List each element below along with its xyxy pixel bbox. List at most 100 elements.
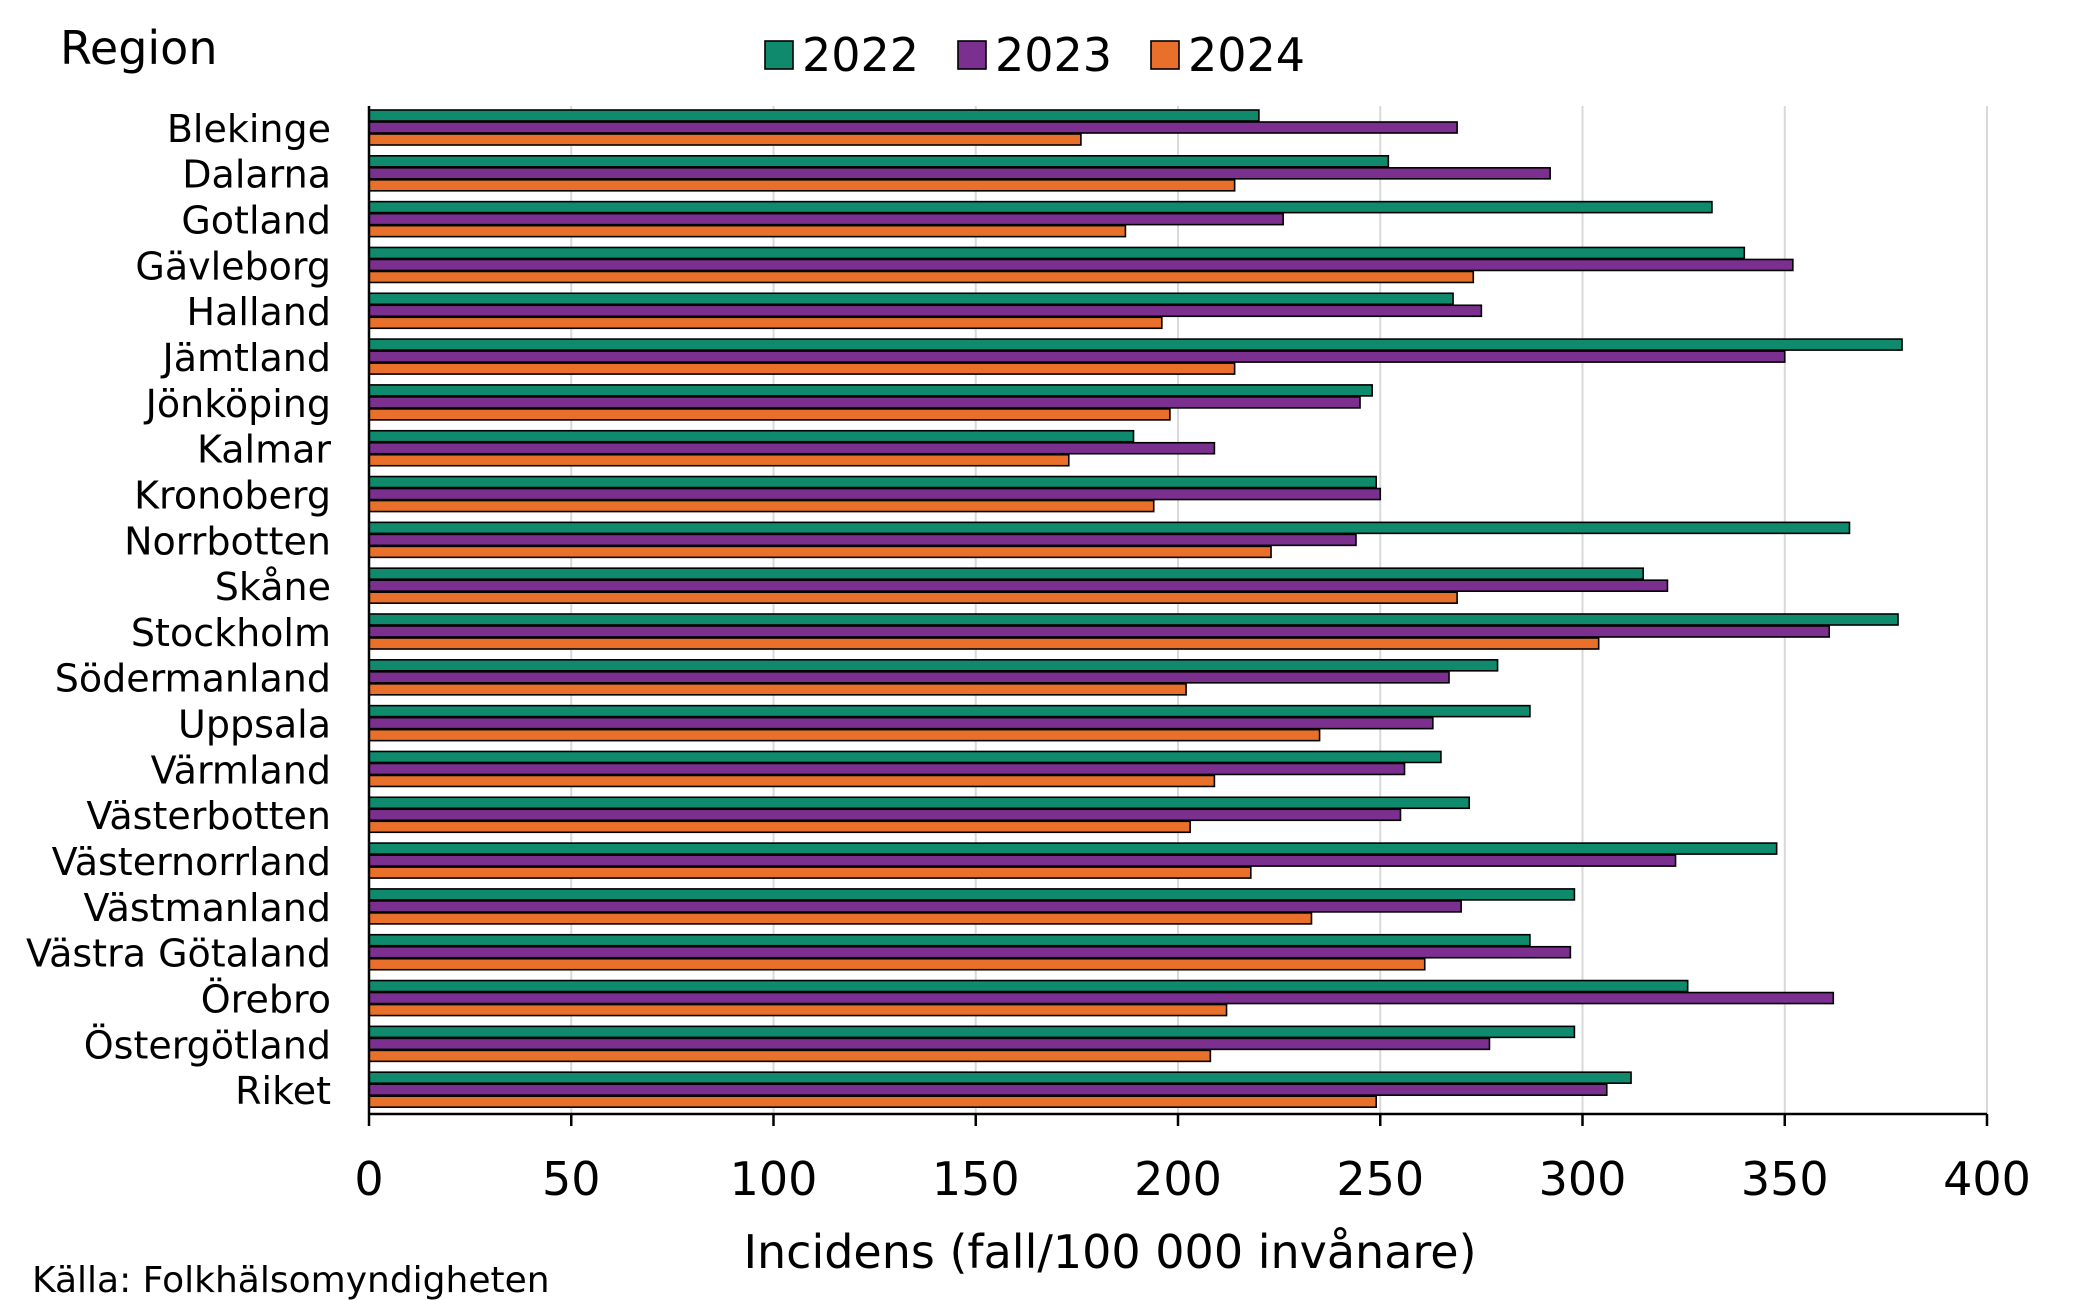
category-label: Uppsala: [178, 703, 331, 747]
bar-2024-2: [368, 224, 1127, 238]
bar-2023-16: [368, 854, 1677, 867]
bar-2022-12: [368, 659, 1499, 672]
legend-swatch-2024: [1150, 40, 1180, 70]
category-label: Riket: [235, 1069, 331, 1113]
bar-2023-21: [368, 1083, 1608, 1096]
category-label: Blekinge: [167, 107, 331, 151]
legend-swatch-2023: [957, 40, 987, 70]
category-label: Västernorrland: [52, 840, 331, 884]
bar-2023-20: [368, 1037, 1491, 1051]
bar-2022-15: [368, 796, 1471, 810]
bar-2024-5: [368, 362, 1236, 375]
bar-2024-17: [368, 912, 1313, 925]
axes: [367, 106, 1989, 1126]
bar-2023-2: [368, 212, 1284, 226]
bar-2023-0: [368, 121, 1458, 134]
category-label: Västerbotten: [86, 794, 331, 838]
category-label: Halland: [187, 290, 331, 334]
bar-2024-15: [368, 820, 1191, 834]
x-tick-label: 150: [932, 1152, 1020, 1206]
category-label: Kalmar: [197, 428, 331, 472]
x-tick-label: 100: [730, 1152, 818, 1206]
bar-2024-11: [368, 637, 1600, 650]
bar-2022-4: [368, 292, 1454, 306]
legend-label-2022: 2022: [802, 28, 919, 82]
bar-2024-4: [368, 316, 1163, 330]
x-tick-labels: 0 50 100 150 200 250 300 350 400: [354, 1152, 2031, 1206]
category-label: Dalarna: [182, 153, 331, 197]
bar-2022-13: [368, 704, 1531, 718]
x-axis-title: Incidens (fall/100 000 invånare): [743, 1225, 1476, 1279]
bar-2022-18: [368, 933, 1531, 947]
bar-2023-10: [368, 579, 1669, 592]
bar-2022-7: [368, 429, 1135, 443]
bar-2022-14: [368, 750, 1442, 764]
category-label: Jämtland: [161, 336, 331, 380]
bar-2024-0: [368, 133, 1082, 146]
bar-2022-11: [368, 613, 1899, 626]
bar-2022-2: [368, 200, 1713, 214]
bar-2022-17: [368, 888, 1576, 901]
bar-2023-4: [368, 304, 1483, 318]
bar-2024-13: [368, 728, 1321, 742]
bar-2022-5: [368, 338, 1903, 351]
category-axis-title: Region: [60, 21, 217, 75]
bar-2023-9: [368, 533, 1357, 547]
x-tick-label: 200: [1134, 1152, 1222, 1206]
category-label: Västmanland: [84, 886, 331, 930]
bar-2024-7: [368, 453, 1070, 467]
bar-2022-9: [368, 521, 1851, 535]
bar-2024-14: [368, 774, 1216, 788]
category-label: Gotland: [181, 199, 331, 243]
bar-2023-6: [368, 396, 1361, 409]
bar-2022-3: [368, 246, 1746, 260]
bar-2022-0: [368, 109, 1260, 122]
legend-label-2023: 2023: [995, 28, 1112, 82]
category-label: Södermanland: [55, 657, 331, 701]
legend: 2022 2023 2024: [764, 28, 1305, 82]
category-label: Örebro: [201, 977, 331, 1021]
bar-2022-6: [368, 384, 1373, 397]
x-tick-label: 300: [1539, 1152, 1627, 1206]
category-label: Östergötland: [84, 1023, 331, 1067]
bar-2023-12: [368, 671, 1450, 684]
legend-label-2024: 2024: [1188, 28, 1305, 82]
source-note: Källa: Folkhälsomyndigheten: [32, 1260, 550, 1300]
bar-2022-21: [368, 1071, 1632, 1084]
bar-2022-16: [368, 842, 1778, 855]
bar-2024-8: [368, 499, 1155, 513]
category-label: Västra Götaland: [26, 932, 331, 976]
bars: [368, 109, 1903, 1108]
category-label: Skåne: [215, 565, 331, 609]
bar-2023-17: [368, 900, 1462, 913]
bar-2022-10: [368, 567, 1644, 580]
bar-2023-13: [368, 716, 1434, 730]
bar-2023-11: [368, 625, 1831, 638]
category-label: Jönköping: [144, 382, 331, 426]
bar-2024-20: [368, 1049, 1212, 1063]
bar-2023-1: [368, 167, 1551, 180]
category-label: Stockholm: [131, 611, 331, 655]
x-tick-label: 50: [542, 1152, 601, 1206]
bar-2024-19: [368, 1003, 1228, 1017]
category-label: Kronoberg: [134, 473, 331, 517]
category-label: Värmland: [151, 748, 331, 792]
bar-2023-14: [368, 762, 1406, 776]
bar-2024-10: [368, 591, 1458, 604]
bar-2023-15: [368, 808, 1402, 822]
bar-2023-19: [368, 991, 1835, 1005]
bar-2022-19: [368, 979, 1689, 993]
x-tick-label: 350: [1741, 1152, 1829, 1206]
bar-2022-1: [368, 155, 1390, 168]
bar-2024-18: [368, 957, 1426, 971]
bar-2023-8: [368, 487, 1382, 501]
bar-2023-7: [368, 441, 1216, 455]
x-tick-label: 0: [354, 1152, 383, 1206]
bar-2024-6: [368, 408, 1171, 421]
bar-2022-8: [368, 475, 1378, 489]
x-tick-label: 250: [1336, 1152, 1424, 1206]
category-label: Norrbotten: [124, 519, 331, 563]
category-label: Gävleborg: [135, 244, 331, 288]
bar-2024-1: [368, 179, 1236, 192]
